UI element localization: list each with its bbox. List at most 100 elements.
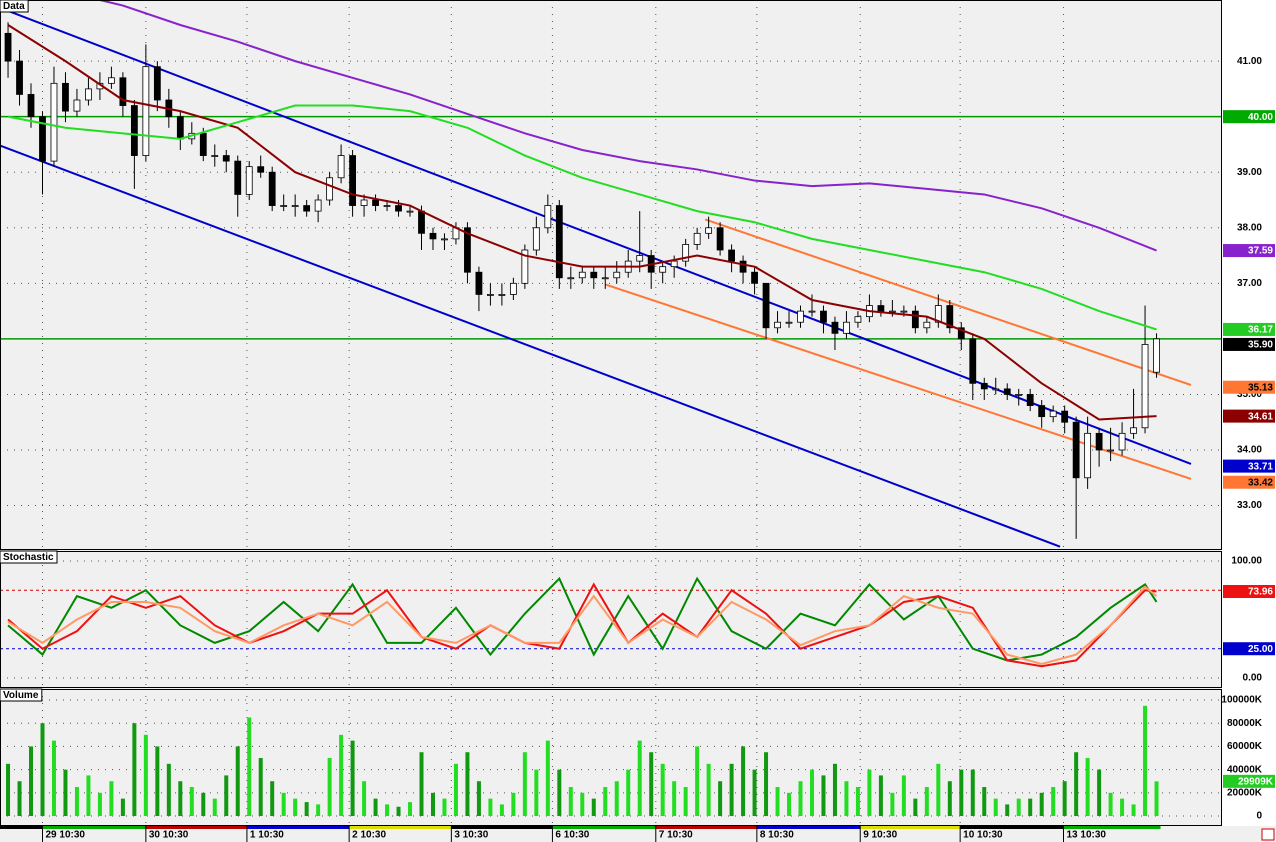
volume-bar	[1097, 769, 1102, 817]
panel-title: Stochastic	[3, 552, 54, 563]
candle-body	[728, 249, 735, 262]
volume-bar	[281, 792, 286, 817]
price-marker-label: 36.17	[1248, 325, 1273, 336]
y-tick-label: 39.00	[1237, 167, 1262, 178]
volume-bar	[86, 775, 91, 817]
corner-button[interactable]	[1261, 828, 1275, 841]
price-marker-label: 29909K	[1238, 776, 1274, 787]
volume-bar	[844, 781, 849, 817]
price-marker-label: 35.90	[1248, 340, 1273, 351]
y-tick-label: 100000K	[1221, 695, 1262, 706]
y-tick-label: 35.00	[1237, 389, 1262, 400]
volume-bar	[120, 798, 125, 817]
volume-bar	[649, 752, 654, 817]
candle-body	[383, 205, 391, 207]
price-marker-label: 34.61	[1248, 411, 1273, 422]
candle-body	[969, 338, 977, 384]
candle-body	[199, 132, 207, 156]
price-marker	[1223, 337, 1275, 351]
volume-bar	[878, 775, 883, 817]
volume-bar	[1085, 758, 1090, 817]
volume-bar	[408, 802, 413, 817]
volume-bar	[568, 787, 573, 817]
panel-title-bg	[0, 550, 58, 564]
volume-bar	[465, 752, 470, 817]
candle-body	[108, 77, 115, 84]
volume-bar	[695, 746, 700, 817]
candle-body	[464, 227, 471, 273]
price-marker	[1223, 380, 1275, 394]
candle-body	[521, 249, 529, 284]
price-marker-label: 73.96	[1248, 587, 1273, 598]
candle-body	[291, 205, 299, 207]
price-marker-label: 37.59	[1248, 246, 1273, 257]
candle-body	[888, 310, 896, 313]
candle-body	[487, 294, 494, 296]
panel	[0, 0, 1222, 550]
candle-body	[280, 205, 288, 207]
volume-bar	[63, 769, 68, 817]
volume-bar	[603, 787, 608, 817]
candle-body	[1118, 432, 1126, 451]
day-strip	[756, 826, 861, 829]
panel	[0, 551, 1222, 688]
volume-bar	[787, 792, 792, 817]
x-tick-label: 2 10:30	[352, 830, 386, 841]
volume-bar	[373, 798, 378, 817]
volume-bar	[224, 775, 229, 817]
volume-bar	[867, 769, 872, 817]
volume-bar	[442, 798, 447, 817]
volume-bar	[1016, 798, 1021, 817]
panel-title: Volume	[3, 690, 39, 701]
volume-bar	[178, 781, 183, 817]
day-strip	[1063, 826, 1161, 829]
volume-bar	[166, 763, 171, 817]
y-tick-label: 60000K	[1227, 741, 1263, 752]
volume-bar	[235, 746, 240, 817]
y-tick-label: 33.00	[1237, 500, 1262, 511]
candle-body	[797, 310, 804, 323]
x-tick-label: 7 10:30	[659, 830, 693, 841]
y-tick-label: 40000K	[1227, 764, 1263, 775]
x-tick-label: 30 10:30	[149, 830, 189, 841]
candle-body	[395, 205, 402, 212]
volume-bar	[17, 781, 22, 817]
candle-body	[85, 88, 92, 101]
volume-bar	[1051, 787, 1056, 817]
price-marker-label: 40.00	[1248, 112, 1273, 123]
candle-body	[1107, 449, 1114, 452]
candle-body	[1026, 394, 1034, 406]
volume-bar	[764, 752, 769, 817]
candle-body	[739, 260, 747, 273]
candle-body	[532, 227, 540, 251]
price-marker-label: 33.42	[1248, 477, 1273, 488]
panel-border	[0, 689, 1222, 826]
volume-bar	[499, 804, 504, 817]
candle-body	[429, 232, 437, 240]
volume-bar	[511, 792, 516, 817]
candle-body	[670, 260, 678, 268]
x-tick-label: 13 10:30	[1067, 830, 1107, 841]
panel-title-bg	[0, 0, 29, 13]
day-strip	[655, 826, 757, 829]
x-tick-label: 9 10:30	[863, 830, 897, 841]
candle-body	[854, 316, 862, 323]
y-tick-label: 0	[1256, 811, 1262, 822]
candle-body	[326, 177, 334, 201]
candle-body	[820, 310, 827, 323]
candle-body	[590, 271, 598, 279]
volume-bar	[109, 781, 114, 817]
y-tick-label: 38.00	[1237, 222, 1262, 233]
volume-bar	[557, 769, 562, 817]
volume-bar	[959, 769, 964, 817]
candle-body	[682, 244, 690, 262]
volume-bar	[752, 769, 757, 817]
candle-body	[142, 66, 150, 156]
price-marker	[1223, 322, 1275, 336]
y-tick-label: 34.00	[1237, 445, 1262, 456]
candle-body	[544, 205, 552, 229]
day-strip	[960, 826, 1064, 829]
x-tick-label: 8 10:30	[760, 830, 794, 841]
volume-bar	[614, 781, 619, 817]
y-tick-label: 41.00	[1237, 56, 1262, 67]
